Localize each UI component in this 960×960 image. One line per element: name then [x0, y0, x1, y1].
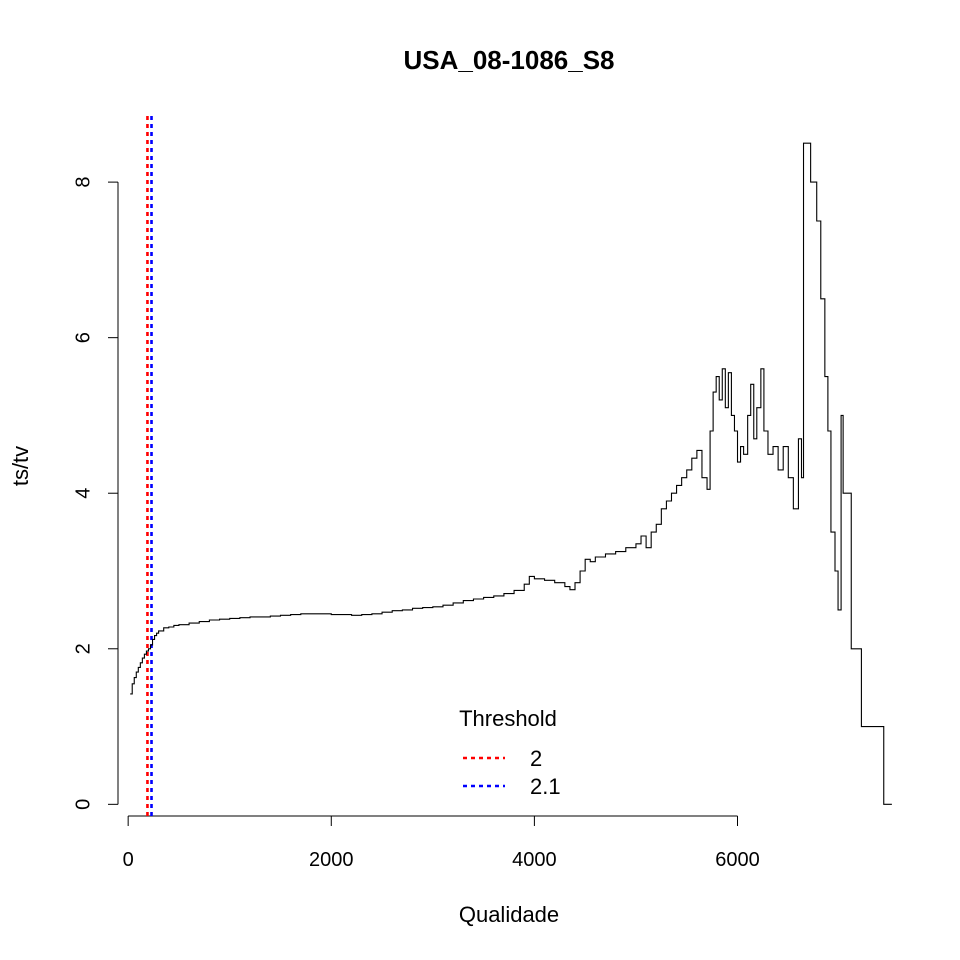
legend-label: 2.1 [530, 774, 561, 799]
y-tick-label: 2 [72, 643, 94, 654]
x-axis: 0 2000 4000 6000 [123, 815, 760, 871]
y-tick-label: 4 [72, 488, 94, 499]
x-tick-label: 4000 [512, 849, 557, 871]
y-tick-label: 8 [72, 177, 94, 188]
threshold-lines [146, 116, 153, 816]
y-axis-label: ts/tv [8, 446, 33, 486]
legend-entries: 22.1 [463, 746, 561, 799]
legend-title: Threshold [459, 706, 557, 731]
series-line [130, 142, 892, 805]
series-layer [130, 142, 892, 805]
chart-title: USA_08-1086_S8 [403, 45, 614, 75]
legend: Threshold 22.1 [459, 706, 561, 799]
y-axis: 0 2 4 6 8 [72, 177, 119, 810]
legend-label: 2 [530, 746, 542, 771]
y-tick-label: 6 [72, 332, 94, 343]
x-tick-label: 2000 [309, 849, 354, 871]
x-axis-label: Qualidade [459, 902, 559, 927]
x-tick-label: 0 [123, 849, 134, 871]
y-tick-label: 0 [72, 799, 94, 810]
x-tick-label: 6000 [715, 849, 760, 871]
